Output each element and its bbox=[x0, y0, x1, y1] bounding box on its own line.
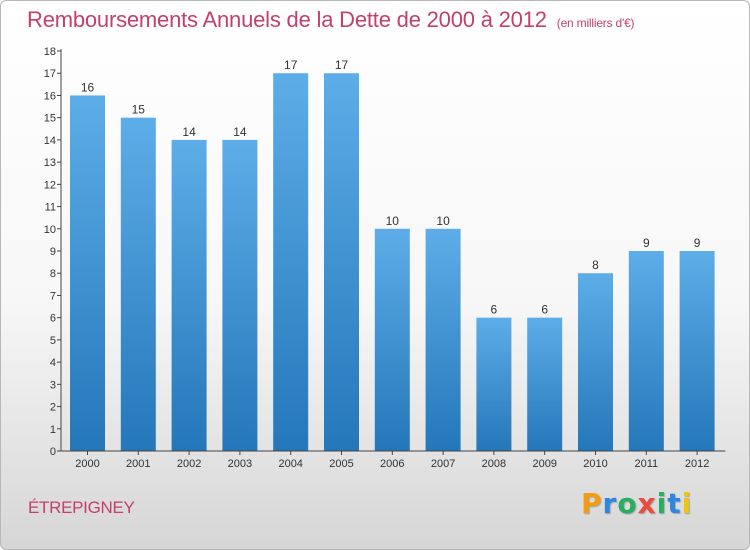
proxiti-logo: Proxiti bbox=[581, 487, 692, 520]
unit-note: (en milliers d'€) bbox=[556, 16, 635, 30]
y-tick-label: 12 bbox=[44, 179, 56, 191]
bar-value-label: 9 bbox=[694, 236, 701, 250]
bar bbox=[171, 139, 207, 451]
y-tick-label: 5 bbox=[50, 335, 56, 347]
bar bbox=[324, 73, 359, 451]
bar-value-label: 15 bbox=[132, 103, 146, 117]
bar bbox=[679, 251, 715, 451]
y-tick-label: 11 bbox=[45, 202, 56, 214]
bar-value-label: 14 bbox=[233, 125, 247, 139]
bar-value-label: 9 bbox=[643, 236, 650, 250]
bar-value-label: 10 bbox=[436, 214, 450, 228]
place-name: ÉTREPIGNEY bbox=[28, 498, 135, 517]
x-tick-label: 2007 bbox=[431, 458, 455, 470]
bar-value-label: 6 bbox=[491, 303, 498, 317]
bar bbox=[120, 117, 156, 452]
y-tick-label: 9 bbox=[50, 246, 56, 258]
x-tick-label: 2012 bbox=[685, 458, 709, 470]
y-tick-label: 7 bbox=[50, 290, 56, 302]
bar bbox=[425, 228, 461, 451]
bar bbox=[222, 139, 258, 451]
y-tick-label: 2 bbox=[50, 402, 56, 414]
bar bbox=[374, 228, 410, 451]
logo-letter: i bbox=[681, 487, 693, 520]
bar-value-label: 8 bbox=[592, 258, 599, 272]
logo-letter: i bbox=[656, 487, 668, 520]
y-tick-label: 13 bbox=[44, 157, 56, 169]
y-tick-label: 15 bbox=[44, 113, 56, 125]
y-tick-label: 1 bbox=[50, 424, 56, 436]
y-tick-label: 3 bbox=[50, 379, 56, 391]
y-tick-label: 16 bbox=[44, 90, 56, 102]
bar-value-label: 14 bbox=[182, 125, 196, 139]
bars: 16 15 14 14 17 17 10 10 6 6 8 9 9 bbox=[70, 58, 715, 452]
x-axis: 2000 2001 2002 2003 2004 2005 2006 2007 2008 2009… bbox=[61, 450, 726, 470]
bar bbox=[70, 95, 105, 451]
bar bbox=[578, 273, 613, 451]
bar bbox=[628, 251, 664, 451]
y-tick-label: 0 bbox=[50, 446, 56, 458]
bar bbox=[273, 73, 309, 451]
chart-title: Remboursements Annuels de la Dette de 20… bbox=[27, 7, 635, 33]
y-tick-label: 18 bbox=[44, 46, 56, 58]
x-tick-label: 2000 bbox=[75, 458, 99, 470]
logo-letter: t bbox=[667, 487, 682, 520]
y-tick-label: 14 bbox=[44, 135, 56, 147]
x-tick-label: 2002 bbox=[177, 458, 201, 470]
x-tick-label: 2005 bbox=[329, 458, 353, 470]
logo-letter: r bbox=[602, 487, 618, 520]
bar-value-label: 16 bbox=[81, 80, 95, 94]
x-tick-label: 2004 bbox=[278, 458, 302, 470]
bar-value-label: 6 bbox=[541, 303, 548, 317]
x-tick-label: 2006 bbox=[380, 458, 404, 470]
bar-value-label: 10 bbox=[386, 214, 400, 228]
x-tick-label: 2001 bbox=[126, 458, 150, 470]
bar-value-label: 17 bbox=[284, 58, 298, 72]
bar bbox=[527, 317, 563, 451]
x-tick-label: 2009 bbox=[532, 458, 556, 470]
x-tick-label: 2003 bbox=[228, 458, 252, 470]
bar bbox=[476, 317, 512, 451]
logo-letter: o bbox=[617, 487, 638, 520]
bar-value-label: 17 bbox=[335, 58, 349, 72]
logo-letter: P bbox=[581, 487, 603, 520]
y-tick-label: 4 bbox=[50, 357, 56, 369]
y-tick-label: 10 bbox=[44, 224, 56, 236]
x-tick-label: 2008 bbox=[482, 458, 506, 470]
y-tick-label: 8 bbox=[50, 268, 56, 280]
chart-title-text: Remboursements Annuels de la Dette de 20… bbox=[27, 7, 547, 32]
x-tick-label: 2011 bbox=[634, 458, 658, 470]
y-tick-label: 17 bbox=[44, 68, 56, 80]
x-tick-label: 2010 bbox=[583, 458, 607, 470]
logo-letter: x bbox=[637, 487, 657, 520]
y-tick-label: 6 bbox=[50, 313, 56, 325]
